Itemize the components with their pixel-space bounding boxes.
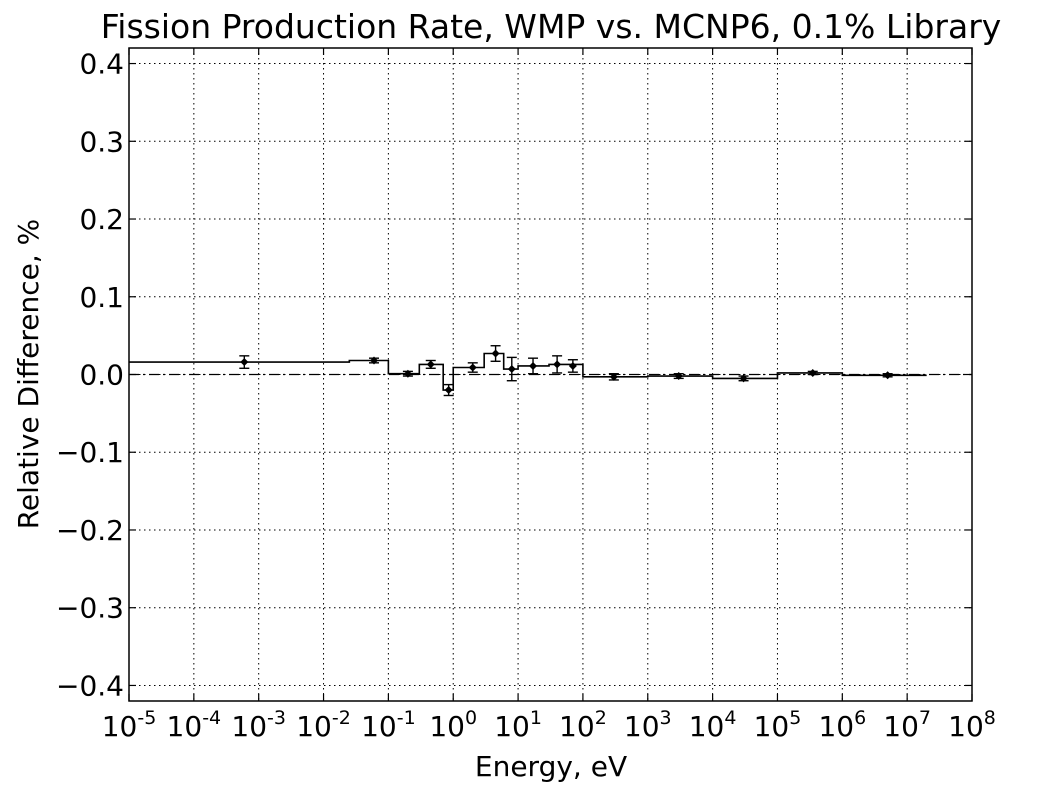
step-series-line xyxy=(129,352,927,391)
y-tick-label: 0.3 xyxy=(79,125,124,158)
x-tick-label: 10-5 xyxy=(102,707,157,743)
data-point xyxy=(467,362,478,373)
x-tick-label: 10-4 xyxy=(167,707,222,743)
x-tick-label: 102 xyxy=(559,707,607,743)
data-marker xyxy=(568,361,577,370)
data-point xyxy=(443,383,454,397)
data-point xyxy=(506,356,517,382)
x-tick-label-base: 10 xyxy=(559,710,595,743)
x-tick-label-base: 10 xyxy=(948,710,984,743)
x-tick-label: 106 xyxy=(818,707,866,743)
x-tick-label: 108 xyxy=(948,707,996,743)
x-tick-label-base: 10 xyxy=(429,710,465,743)
data-marker xyxy=(369,356,378,365)
y-tick-label: 0.2 xyxy=(79,203,124,236)
data-marker xyxy=(883,371,892,380)
y-tick-label: 0.1 xyxy=(79,281,124,314)
x-tick-label: 10-1 xyxy=(361,707,416,743)
data-marker xyxy=(403,369,412,378)
x-tick-label-base: 10 xyxy=(361,710,397,743)
data-points-group xyxy=(239,345,893,397)
x-tick-label: 107 xyxy=(883,707,931,743)
data-marker xyxy=(491,349,500,358)
data-point xyxy=(368,356,379,365)
data-marker xyxy=(529,361,538,370)
y-tick-labels: 0.4 0.3 0.2 0.1 0.0 −0.1 −0.2 −0.3 −0.4 xyxy=(56,48,124,703)
x-tick-label-exponent: 2 xyxy=(595,707,607,729)
data-point xyxy=(673,372,684,381)
x-tick-label-exponent: 6 xyxy=(854,707,866,729)
data-point xyxy=(425,359,436,369)
x-tick-label-base: 10 xyxy=(102,710,138,743)
x-tick-label-base: 10 xyxy=(296,710,332,743)
y-tick-label: −0.4 xyxy=(56,669,124,702)
x-tick-labels: 10-5 10-4 10-3 10-2 10-1 100 101 102 103 104 105 10… xyxy=(102,707,996,743)
tick-marks xyxy=(128,48,973,701)
x-tick-label-exponent: 5 xyxy=(789,707,801,729)
x-tick-label-exponent: 3 xyxy=(660,707,672,729)
x-tick-label: 105 xyxy=(754,707,802,743)
x-tick-label-exponent: -4 xyxy=(202,707,221,729)
x-tick-label-exponent: -3 xyxy=(267,707,286,729)
data-point xyxy=(608,372,619,381)
y-axis-label: Relative Difference, % xyxy=(12,219,45,530)
x-tick-label-base: 10 xyxy=(754,710,790,743)
y-tick-label: 0.4 xyxy=(79,48,124,81)
data-point xyxy=(402,369,413,378)
data-point xyxy=(490,345,501,362)
x-tick-label-base: 10 xyxy=(689,710,725,743)
data-marker xyxy=(739,374,748,383)
data-marker xyxy=(468,363,477,372)
x-tick-label-exponent: 0 xyxy=(465,707,477,729)
x-tick-label-base: 10 xyxy=(883,710,919,743)
x-tick-label: 101 xyxy=(494,707,542,743)
x-tick-label-base: 10 xyxy=(494,710,530,743)
y-tick-label: −0.1 xyxy=(56,436,124,469)
x-tick-label: 10-2 xyxy=(296,707,351,743)
x-tick-label: 103 xyxy=(624,707,672,743)
data-point xyxy=(528,357,539,375)
x-tick-label-exponent: -1 xyxy=(397,707,416,729)
data-marker xyxy=(674,372,683,381)
data-point xyxy=(552,355,563,374)
x-tick-label: 100 xyxy=(429,707,477,743)
data-marker xyxy=(507,365,516,374)
y-tick-label: 0.0 xyxy=(79,359,124,392)
data-marker xyxy=(609,372,618,381)
x-tick-label: 10-3 xyxy=(231,707,286,743)
data-marker xyxy=(240,358,249,367)
x-tick-label-base: 10 xyxy=(167,710,203,743)
x-tick-label-base: 10 xyxy=(231,710,267,743)
x-tick-label-base: 10 xyxy=(818,710,854,743)
data-point xyxy=(882,371,893,380)
step-series-group xyxy=(129,352,927,391)
data-point xyxy=(567,359,578,373)
y-tick-label: −0.2 xyxy=(56,514,124,547)
x-axis-label: Energy, eV xyxy=(475,750,627,783)
x-tick-label-exponent: 8 xyxy=(984,707,996,729)
data-marker xyxy=(426,360,435,369)
x-tick-label-exponent: 4 xyxy=(724,707,736,729)
x-tick-label-base: 10 xyxy=(624,710,660,743)
data-marker xyxy=(444,386,453,395)
data-marker xyxy=(553,360,562,369)
x-tick-label-exponent: 1 xyxy=(530,707,542,729)
x-tick-label-exponent: -5 xyxy=(137,707,156,729)
y-tick-label: −0.3 xyxy=(56,592,124,625)
data-point xyxy=(738,374,749,383)
data-marker xyxy=(808,368,817,377)
data-point xyxy=(239,355,250,369)
chart-title: Fission Production Rate, WMP vs. MCNP6, … xyxy=(101,7,1002,46)
x-tick-label-exponent: -2 xyxy=(332,707,351,729)
x-tick-label-exponent: 7 xyxy=(919,707,931,729)
x-tick-label: 104 xyxy=(689,707,737,743)
data-point xyxy=(807,368,818,377)
